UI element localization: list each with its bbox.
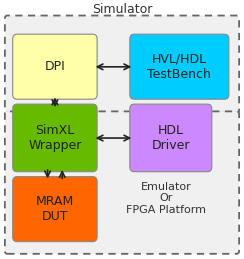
Text: Emulator
Or
FPGA Platform: Emulator Or FPGA Platform — [126, 182, 206, 215]
FancyBboxPatch shape — [13, 34, 97, 99]
Text: Simulator: Simulator — [92, 3, 152, 16]
FancyBboxPatch shape — [13, 177, 97, 242]
FancyBboxPatch shape — [13, 104, 97, 172]
FancyBboxPatch shape — [130, 104, 212, 172]
FancyBboxPatch shape — [5, 16, 239, 113]
FancyBboxPatch shape — [130, 34, 229, 99]
Text: HDL
Driver: HDL Driver — [152, 124, 190, 152]
Text: DPI: DPI — [44, 60, 65, 73]
Text: SimXL
Wrapper: SimXL Wrapper — [28, 124, 81, 152]
Text: MRAM
DUT: MRAM DUT — [36, 195, 74, 223]
Text: HVL/HDL
TestBench: HVL/HDL TestBench — [147, 53, 211, 81]
FancyBboxPatch shape — [5, 111, 239, 254]
